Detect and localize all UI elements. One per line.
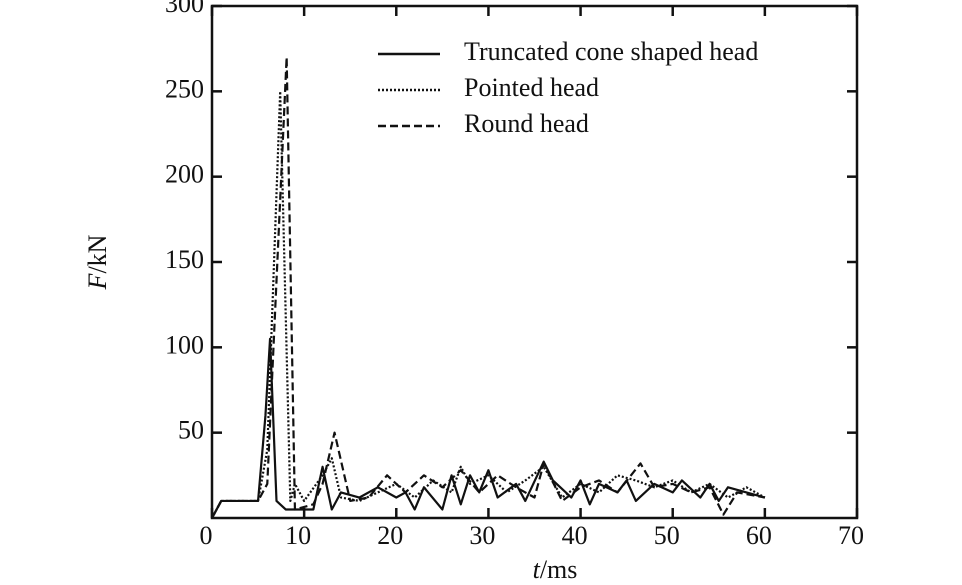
series-line [211, 56, 766, 519]
x-tick-label: 20 [377, 521, 403, 550]
series-line [211, 90, 766, 519]
x-tick-label: 30 [469, 521, 495, 550]
y-axis-label: F/kN [83, 234, 112, 290]
y-tick-label: 50 [178, 416, 204, 445]
y-tick-label: 100 [165, 330, 204, 359]
y-tick-label: 250 [165, 74, 204, 103]
legend-label: Pointed head [464, 73, 599, 102]
x-tick-label: 40 [562, 521, 588, 550]
legend-label: Round head [464, 109, 589, 138]
x-tick-label: 0 [200, 521, 213, 550]
x-tick-label: 60 [746, 521, 772, 550]
x-axis-label: t/ms [533, 555, 578, 584]
x-tick-label: 10 [285, 521, 311, 550]
x-tick-label: 70 [838, 521, 864, 550]
legend-label: Truncated cone shaped head [464, 37, 758, 66]
x-tick-label: 50 [654, 521, 680, 550]
y-tick-label: 150 [165, 245, 204, 274]
y-tick-label: 200 [165, 160, 204, 189]
y-tick-label: 300 [165, 0, 204, 18]
